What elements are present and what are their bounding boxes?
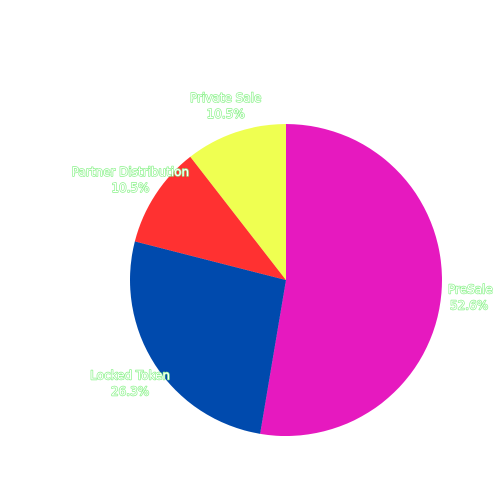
pie-slice-presale bbox=[260, 124, 442, 436]
pie-slice-partner-distribution bbox=[134, 156, 286, 280]
pie-label-name: Partner Distribution bbox=[72, 165, 189, 179]
pie-slices bbox=[129, 124, 442, 436]
pie-slice-private-sale bbox=[190, 124, 286, 280]
pie-label-percent: 10.5% bbox=[111, 181, 149, 195]
pie-label-percent: 26.3% bbox=[111, 385, 149, 399]
pie-slice-locked-token bbox=[129, 241, 286, 434]
pie-label-percent: 52.6% bbox=[450, 299, 488, 313]
pie-labels: PreSale 52.6% Locked Token 26.3% Partner Dis… bbox=[71, 90, 493, 399]
pie-label-name: Private Sale bbox=[190, 91, 261, 105]
pie-label-name: Locked Token bbox=[90, 369, 170, 383]
pie-label-partner-distribution: Partner Distribution 10.5% bbox=[72, 165, 189, 195]
pie-label-locked-token: Locked Token 26.3% bbox=[90, 369, 170, 399]
pie-label-percent: 10.5% bbox=[207, 107, 245, 121]
pie-label-presale: PreSale 52.6% bbox=[448, 283, 493, 313]
pie-label-name: PreSale bbox=[448, 283, 493, 297]
pie-label-private-sale: Private Sale 10.5% bbox=[190, 91, 261, 121]
